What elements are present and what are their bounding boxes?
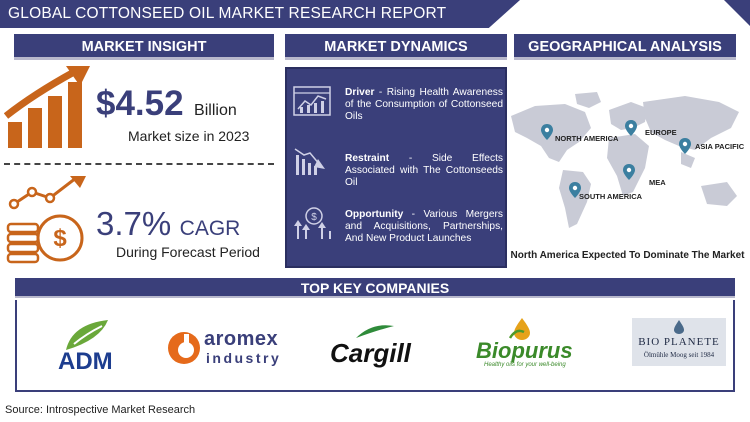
biopurus-logo: Biopurus Healthy oils for your well-bein… bbox=[474, 318, 584, 374]
cargill-wordmark: Cargill bbox=[330, 338, 411, 368]
coin-growth-icon: $ bbox=[6, 176, 86, 264]
aromex-subtext: industry bbox=[206, 350, 282, 366]
region-north-america: NORTH AMERICA bbox=[555, 134, 619, 143]
region-south-america: SOUTH AMERICA bbox=[579, 192, 643, 201]
page-title: GLOBAL COTTONSEED OIL MARKET RESEARCH RE… bbox=[8, 5, 447, 22]
map-pin-icon bbox=[625, 120, 637, 136]
geo-caption: North America Expected To Dominate The M… bbox=[510, 250, 745, 261]
source-footnote: Source: Introspective Market Research bbox=[5, 404, 196, 416]
svg-text:$: $ bbox=[53, 225, 67, 252]
geographical-analysis-header: GEOGRAPHICAL ANALYSIS bbox=[514, 34, 736, 60]
cagr-label: During Forecast Period bbox=[116, 244, 260, 260]
aromex-logo: aromex industry bbox=[166, 326, 286, 372]
world-map: NORTH AMERICA EUROPE ASIA PACIFIC MEA SO… bbox=[505, 88, 750, 238]
header-corner-triangle bbox=[724, 0, 750, 26]
adm-wordmark: ADM bbox=[58, 348, 113, 375]
bio-planete-subtext: Ölmühle Moog seit 1984 bbox=[643, 351, 715, 359]
restraint-text: Restraint - Side Effects Associated with… bbox=[345, 153, 503, 188]
cargill-logo: Cargill bbox=[328, 325, 424, 368]
header-bar: GLOBAL COTTONSEED OIL MARKET RESEARCH RE… bbox=[0, 0, 750, 28]
cagr-block: 3.7% CAGR bbox=[96, 205, 376, 243]
market-size-unit: Billion bbox=[194, 102, 237, 119]
driver-text: Driver - Rising Health Awareness of the … bbox=[345, 87, 503, 122]
cagr-value: 3.7% bbox=[96, 205, 172, 242]
biopurus-drop-icon bbox=[508, 318, 530, 340]
region-europe: EUROPE bbox=[645, 128, 677, 137]
region-mea: MEA bbox=[649, 178, 666, 187]
aromex-wordmark: aromex bbox=[204, 328, 279, 350]
market-dynamics-panel: Driver - Rising Health Awareness of the … bbox=[285, 67, 507, 268]
biopurus-tagline: Healthy oils for your well-being bbox=[484, 362, 566, 368]
region-asia-pacific: ASIA PACIFIC bbox=[695, 142, 745, 151]
bio-planete-logo: BIO PLANETE Ölmühle Moog seit 1984 bbox=[632, 318, 726, 366]
adm-leaf-icon bbox=[66, 320, 108, 350]
insight-divider bbox=[4, 163, 274, 165]
companies-logo-strip bbox=[15, 300, 735, 392]
money-growth-icon: $ bbox=[294, 207, 331, 239]
top-companies-header: TOP KEY COMPANIES bbox=[15, 278, 735, 298]
map-pin-icon bbox=[679, 138, 691, 154]
map-pin-icon bbox=[541, 124, 553, 140]
market-dynamics-header: MARKET DYNAMICS bbox=[285, 34, 507, 60]
cargill-leaf-icon bbox=[356, 325, 394, 338]
growth-chart-icon bbox=[293, 86, 331, 116]
decline-chart-icon bbox=[294, 148, 325, 175]
adm-logo: ADM bbox=[52, 318, 132, 378]
svg-text:$: $ bbox=[311, 212, 317, 223]
aromex-emblem-icon bbox=[168, 332, 200, 364]
market-size-value: $4.52 bbox=[96, 84, 184, 123]
bio-planete-drop-icon bbox=[674, 320, 684, 334]
bio-planete-wordmark: BIO PLANETE bbox=[638, 336, 720, 348]
map-pin-icon bbox=[569, 182, 581, 198]
market-size-block: $4.52 Billion bbox=[96, 84, 376, 124]
cagr-unit: CAGR bbox=[179, 217, 241, 240]
growth-bar-chart-icon bbox=[4, 66, 90, 148]
map-pin-icon bbox=[623, 164, 635, 180]
header-background bbox=[0, 0, 520, 28]
market-insight-header: MARKET INSIGHT bbox=[14, 34, 274, 60]
world-map-graphic bbox=[511, 92, 739, 228]
biopurus-wordmark: Biopurus bbox=[476, 338, 573, 363]
opportunity-text: Opportunity - Various Mergers and Acquis… bbox=[345, 209, 503, 244]
market-size-label: Market size in 2023 bbox=[128, 128, 250, 144]
